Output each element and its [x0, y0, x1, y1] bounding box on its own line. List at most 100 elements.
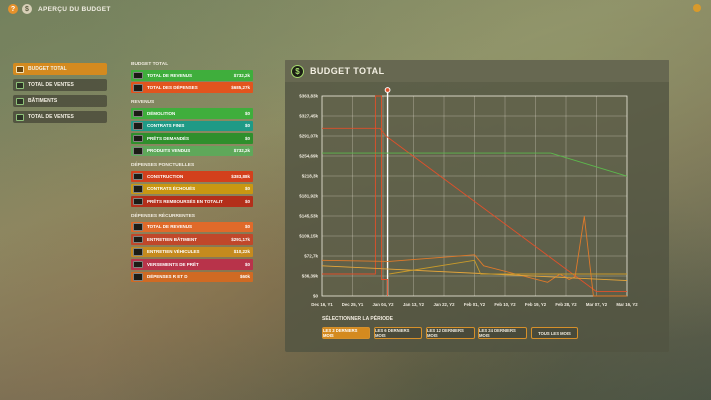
- section-title: BUDGET TOTAL: [131, 62, 169, 67]
- x-tick-label: Feb 19, Y2: [525, 302, 547, 307]
- category-label: VERSEMENTS DE PRÊT: [147, 261, 199, 267]
- x-tick-label: Mar 07, Y2: [586, 302, 608, 307]
- period-button-12-months[interactable]: LES 12 DERNIERS MOIS: [426, 327, 475, 339]
- help-icon[interactable]: ?: [8, 4, 18, 14]
- revenue-icon: [133, 223, 143, 231]
- category-row[interactable]: TOTAL DE REVENUS $0: [131, 221, 253, 233]
- nav-item-label: TOTAL DE VENTES: [28, 114, 74, 120]
- category-value: $0: [244, 135, 250, 141]
- category-value: $0: [244, 224, 250, 230]
- category-row[interactable]: ENTRETIEN VÉHICULES $10,22k: [131, 246, 253, 258]
- category-row[interactable]: PRODUITS VENDUS $732,2k: [131, 145, 253, 157]
- x-tick-label: Dec 25, Y1: [342, 302, 364, 307]
- y-tick-label: $145,53k: [299, 214, 318, 219]
- category-value: $0: [244, 110, 250, 116]
- budget-categories: BUDGET TOTAL TOTAL DE REVENUS $732,2k TOTAL…: [131, 61, 253, 284]
- repaid-loan-icon: [133, 197, 143, 206]
- category-value: $0: [244, 261, 250, 267]
- panel-header: $ BUDGET TOTAL: [285, 60, 669, 82]
- category-label: CONTRATS ÉCHOUÉS: [147, 186, 196, 192]
- category-value: $732,2k: [233, 148, 250, 154]
- close-icon[interactable]: [693, 4, 701, 12]
- budget-icon: $: [22, 4, 32, 14]
- x-tick-label: Jan 22, Y2: [434, 302, 456, 307]
- section-revenues: REVENUS DÉMOLITION $0 CONTRATS FINIS $0 PRÊTS…: [131, 99, 253, 157]
- date-cursor-handle[interactable]: [384, 87, 391, 93]
- series-line-4: [321, 265, 628, 282]
- failed-contract-icon: [133, 185, 143, 193]
- page-title: APERÇU DU BUDGET: [38, 5, 111, 13]
- period-button-3-months[interactable]: LES 3 DERNIERS MOIS: [322, 327, 370, 339]
- product-icon: [133, 147, 143, 155]
- wallet-icon: [133, 84, 143, 92]
- section-title: DÉPENSES PONCTUELLES: [131, 163, 195, 169]
- category-label: DÉPENSES R ET D: [147, 274, 188, 280]
- budget-chart-panel: $ BUDGET TOTAL $0 $36,39k $72,7k $109,15k $1…: [285, 60, 669, 352]
- vehicle-maintenance-icon: [133, 248, 143, 256]
- category-row[interactable]: PRÊTS DEMANDÉS $0: [131, 133, 253, 144]
- category-label: PRÊTS REMBOURSÉS EN TOTALIT: [147, 198, 223, 204]
- money-stack-icon: [133, 71, 143, 80]
- category-value: $685,27k: [231, 85, 250, 91]
- contract-icon: [133, 122, 143, 130]
- loan-payment-icon: [133, 260, 143, 269]
- category-row[interactable]: VERSEMENTS DE PRÊT $0: [131, 259, 253, 270]
- category-label: TOTAL DES DÉPENSES: [147, 85, 198, 91]
- section-recurring-expenses: DÉPENSES RÉCURRENTES TOTAL DE REVENUS $0 EN…: [131, 213, 253, 283]
- period-button-all-months[interactable]: TOUS LES MOIS: [531, 327, 578, 339]
- category-value: $383,88k: [231, 173, 250, 179]
- category-value: $0: [244, 198, 250, 204]
- category-row[interactable]: TOTAL DES DÉPENSES $685,27k: [131, 82, 253, 94]
- nav-item-buildings[interactable]: BÂTIMENTS: [13, 95, 107, 107]
- category-label: PRÊTS DEMANDÉS: [147, 135, 190, 141]
- research-icon: [133, 273, 143, 281]
- sidebar-nav: BUDGET TOTAL TOTAL DE VENTES BÂTIMENTS T…: [13, 63, 107, 127]
- category-row[interactable]: ENTRETIEN BÂTIMENT $291,17k: [131, 234, 253, 245]
- period-button-24-months[interactable]: LES 24 DERNIERS MOIS: [478, 327, 527, 339]
- y-tick-label: $36,39k: [302, 274, 319, 279]
- category-row[interactable]: CONTRATS ÉCHOUÉS $0: [131, 183, 253, 195]
- category-row[interactable]: PRÊTS REMBOURSÉS EN TOTALIT $0: [131, 196, 253, 207]
- x-tick-label: Feb 10, Y2: [494, 302, 516, 307]
- demolition-icon: [133, 109, 143, 118]
- category-row[interactable]: TOTAL DE REVENUS $732,2k: [131, 70, 253, 81]
- building-icon: [16, 97, 24, 105]
- nav-item-budget-total[interactable]: BUDGET TOTAL: [13, 63, 107, 75]
- x-tick-label: Jan 13, Y2: [403, 302, 425, 307]
- series-line-3: [322, 152, 628, 177]
- category-value: $60k: [239, 274, 250, 280]
- nav-item-label: BUDGET TOTAL: [28, 66, 67, 72]
- building-maintenance-icon: [133, 235, 143, 244]
- category-row[interactable]: CONSTRUCTION $383,88k: [131, 171, 253, 182]
- category-label: PRODUITS VENDUS: [147, 148, 191, 154]
- panel-title: BUDGET TOTAL: [310, 66, 385, 76]
- series-line-5: [389, 259, 627, 275]
- period-button-6-months[interactable]: LES 6 DERNIERS MOIS: [374, 327, 422, 339]
- nav-item-sales-total[interactable]: TOTAL DE VENTES: [13, 79, 107, 91]
- construction-icon: [133, 172, 143, 181]
- section-one-time-expenses: DÉPENSES PONCTUELLES CONSTRUCTION $383,88k…: [131, 162, 253, 207]
- budget-line-chart: $0 $36,39k $72,7k $109,15k $145,53k $181,92k $…: [299, 87, 638, 307]
- y-tick-label: $254,69k: [299, 154, 318, 159]
- y-tick-label: $363,83k: [299, 94, 318, 99]
- coins-icon: [16, 65, 24, 73]
- nav-item-label: BÂTIMENTS: [28, 98, 58, 104]
- category-value: $0: [244, 123, 250, 129]
- y-tick-label: $181,92k: [299, 194, 318, 199]
- y-tick-label: $291,07k: [299, 134, 318, 139]
- y-tick-label: $218,3k: [302, 174, 319, 179]
- y-tick-label: $0: [313, 294, 319, 299]
- y-tick-label: $72,7k: [304, 254, 318, 259]
- category-label: DÉMOLITION: [147, 110, 176, 116]
- category-label: CONTRATS FINIS: [147, 123, 185, 129]
- category-row[interactable]: DÉPENSES R ET D $60k: [131, 271, 253, 283]
- x-tick-label: Jan 04, Y2: [373, 302, 395, 307]
- series-line-1: [322, 95, 389, 296]
- category-row[interactable]: CONTRATS FINIS $0: [131, 120, 253, 132]
- y-tick-label: $109,15k: [299, 234, 318, 239]
- category-value: $10,22k: [233, 249, 250, 255]
- dollar-icon: $: [291, 64, 304, 78]
- y-tick-label: $327,45k: [299, 114, 318, 119]
- category-row[interactable]: DÉMOLITION $0: [131, 108, 253, 119]
- nav-item-sales-total-2[interactable]: TOTAL DE VENTES: [13, 111, 107, 123]
